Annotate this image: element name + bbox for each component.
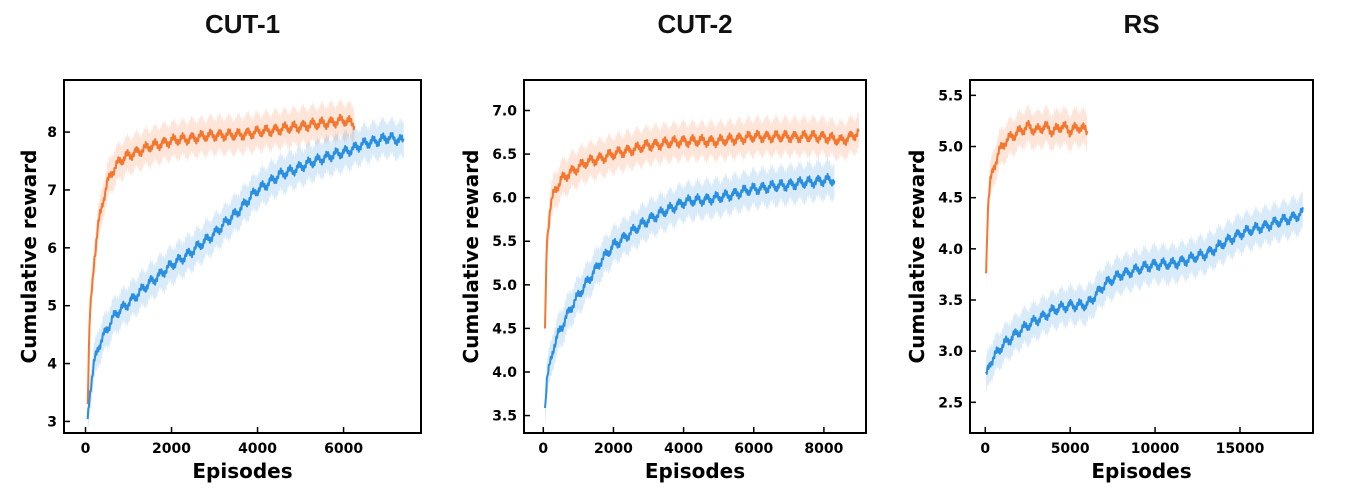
y-tick-label: 6.0	[492, 191, 517, 207]
x-axis-label: Episodes	[1091, 459, 1191, 483]
y-tick-label: 3.5	[492, 409, 517, 425]
y-axis-label: Cumulative reward	[17, 150, 41, 364]
x-tick-label: 2000	[152, 441, 191, 457]
x-tick-label: 2000	[594, 441, 633, 457]
chart-panel-3: RS 0 5000 10000 15000 2.5 3.0 3.5 4.0 4.5 5.0 5.5 Ep…	[905, 9, 1314, 483]
x-axis-label: Episodes	[192, 459, 292, 483]
series-2-band	[986, 189, 1303, 392]
x-tick-label: 0	[538, 441, 548, 457]
series-1-band	[545, 111, 859, 347]
chart-panel-2: CUT-2 0 2000 4000 6000 8000 3.5 4.0 4.5 5.0 5.5 6.0…	[459, 9, 867, 483]
y-tick-label: 7	[47, 183, 57, 199]
y-tick-label: 3	[47, 414, 57, 430]
x-tick-label: 6000	[734, 441, 773, 457]
y-tick-label: 4.0	[492, 365, 517, 381]
x-tick-label: 0	[81, 441, 91, 457]
y-tick-label: 3.5	[938, 293, 963, 309]
y-tick-label: 8	[47, 125, 57, 141]
x-tick-label: 6000	[324, 441, 363, 457]
y-tick-label: 7.0	[492, 104, 517, 120]
chart-panel-1: CUT-1 0 2000 4000 6000 3 4 5 6 7 8 Episodes Cumulati…	[17, 9, 422, 483]
series-1-line	[544, 128, 860, 329]
y-axis-label: Cumulative reward	[905, 150, 929, 364]
series-1-line	[86, 113, 356, 405]
plot-frame	[63, 79, 422, 434]
x-axis-label: Episodes	[645, 459, 745, 483]
plot-frame	[523, 79, 867, 434]
y-tick-label: 4.0	[938, 242, 963, 258]
y-tick-label: 5	[47, 299, 57, 315]
x-tick-label: 0	[980, 441, 990, 457]
y-tick-label: 6.5	[492, 147, 517, 163]
x-tick-label: 15000	[1216, 441, 1265, 457]
plot-frame	[969, 79, 1314, 434]
series-1-band	[986, 103, 1088, 291]
series-2-line	[985, 207, 1304, 375]
y-tick-label: 5.5	[492, 234, 517, 250]
x-tick-label: 10000	[1131, 441, 1180, 457]
chart-title: RS	[1123, 9, 1159, 39]
x-tick-label: 4000	[238, 441, 277, 457]
x-tick-label: 8000	[804, 441, 843, 457]
y-tick-label: 3.0	[938, 344, 963, 360]
y-axis-label: Cumulative reward	[459, 150, 483, 364]
y-tick-label: 5.5	[938, 88, 963, 104]
series-2-line	[544, 172, 836, 408]
series-1-band	[87, 97, 355, 422]
series-1-line	[985, 119, 1089, 274]
x-tick-label: 4000	[664, 441, 703, 457]
y-tick-label: 4.5	[938, 191, 963, 207]
y-tick-label: 5.0	[492, 278, 517, 294]
chart-title: CUT-1	[205, 9, 280, 39]
y-tick-label: 4.5	[492, 321, 517, 337]
y-tick-label: 6	[47, 241, 57, 257]
y-tick-label: 4	[47, 357, 57, 373]
chart-title: CUT-2	[657, 9, 732, 39]
y-tick-label: 2.5	[938, 395, 963, 411]
y-tick-label: 5.0	[938, 140, 963, 156]
series-2-line	[86, 132, 405, 420]
x-tick-label: 5000	[1051, 441, 1090, 457]
